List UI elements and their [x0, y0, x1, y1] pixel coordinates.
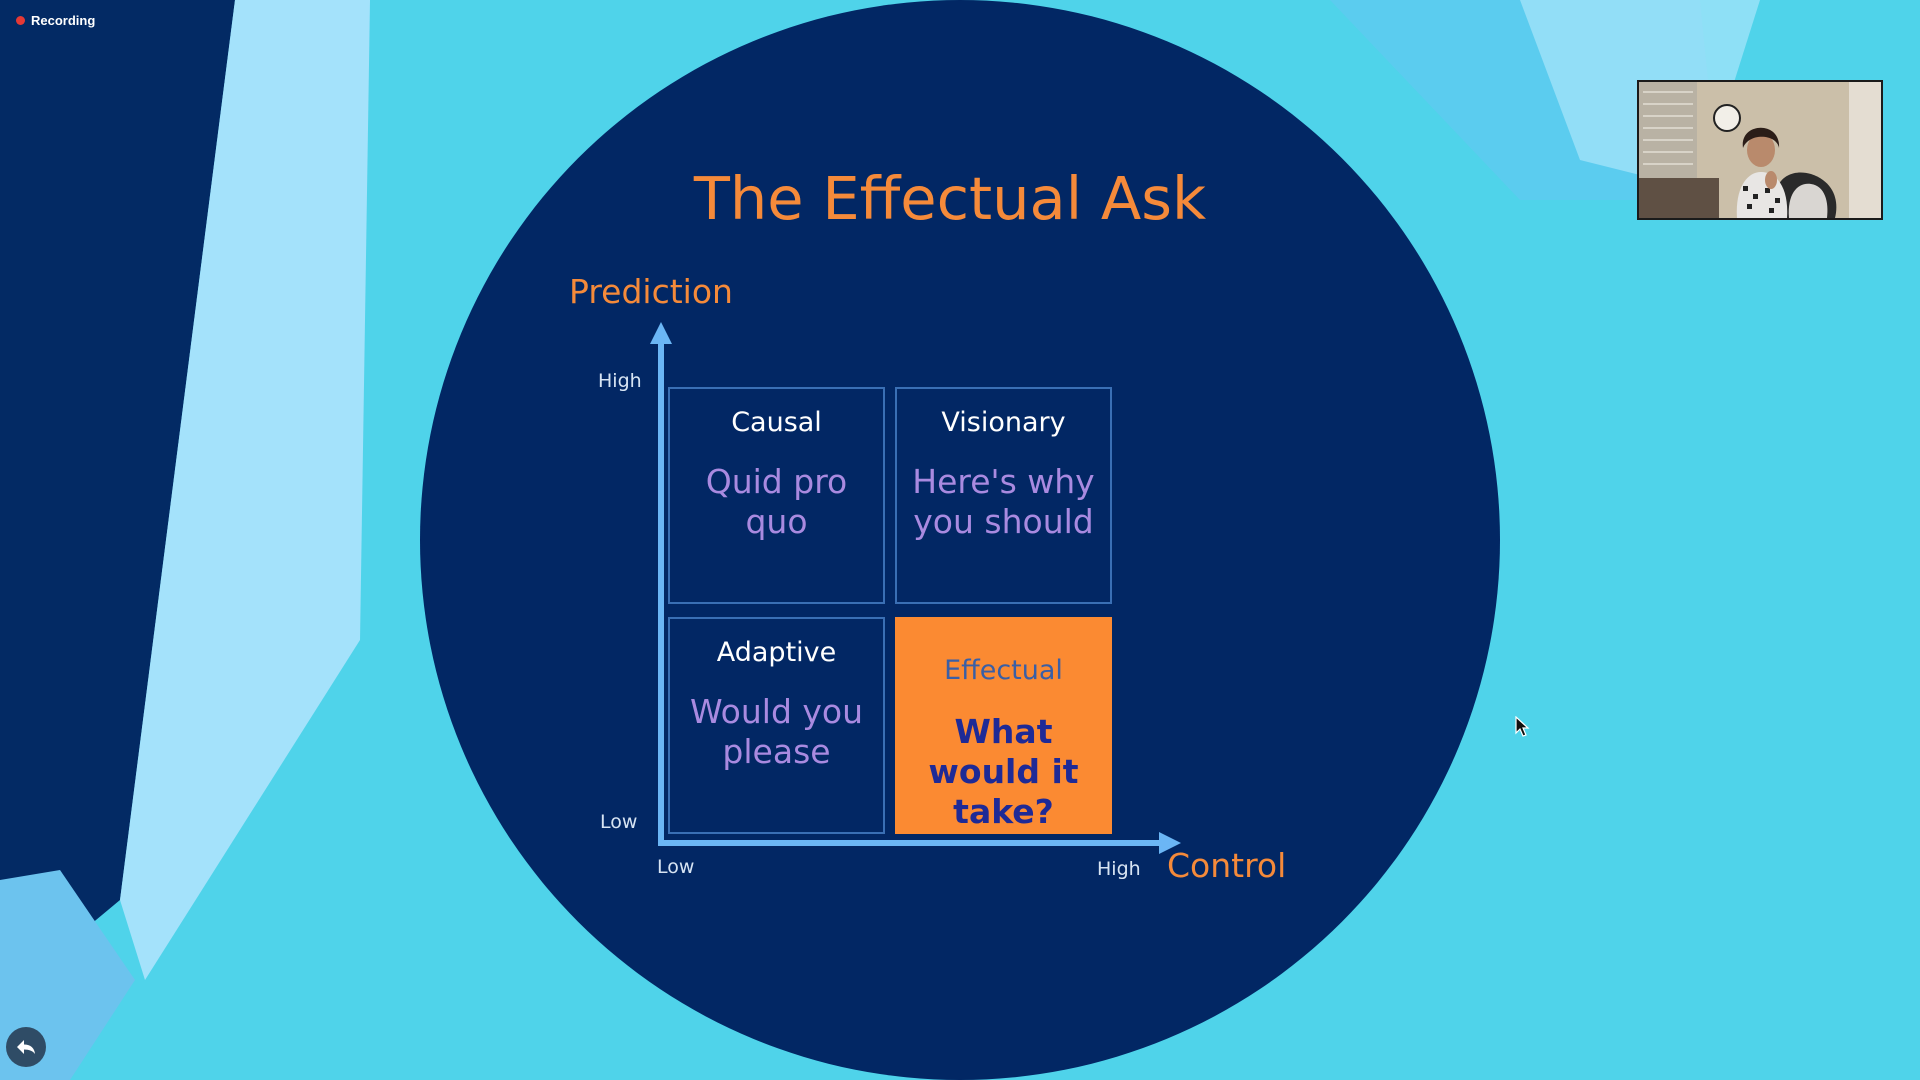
quadrant-effectual: Effectual What would it take? [895, 617, 1112, 834]
quadrant-name: Effectual [944, 655, 1063, 686]
x-axis-low-tick: Low [657, 856, 695, 878]
quadrant-visionary: Visionary Here's why you should [895, 387, 1112, 604]
back-arrow-icon [17, 1040, 35, 1054]
quadrant-ask: Here's why you should [912, 462, 1095, 541]
recording-indicator: Recording [16, 13, 95, 28]
video-frame [1639, 82, 1881, 218]
recording-label: Recording [31, 13, 96, 28]
back-button[interactable] [6, 1027, 46, 1067]
quadrant-causal: Causal Quid pro quo [668, 387, 885, 604]
quadrant-adaptive: Adaptive Would you please [668, 617, 885, 834]
quadrant-ask: Would you please [689, 692, 864, 771]
recording-dot-icon [16, 16, 25, 25]
y-axis-label: Prediction [569, 272, 733, 311]
y-axis-high-tick: High [598, 370, 642, 392]
quadrant-ask: Quid pro quo [705, 462, 848, 541]
quadrant-name: Visionary [941, 407, 1066, 438]
quadrant-name: Adaptive [716, 637, 837, 668]
x-axis-high-tick: High [1097, 858, 1141, 880]
x-axis-label: Control [1167, 846, 1287, 885]
quadrant-name: Causal [731, 407, 822, 438]
quadrant-ask: What would it take? [928, 712, 1079, 831]
participant-video-thumbnail[interactable] [1637, 80, 1883, 220]
mouse-cursor-icon [1515, 716, 1530, 737]
slide-circle-background [420, 0, 1500, 1080]
y-axis-low-tick: Low [600, 811, 638, 833]
slide-title: The Effectual Ask [693, 164, 1207, 233]
